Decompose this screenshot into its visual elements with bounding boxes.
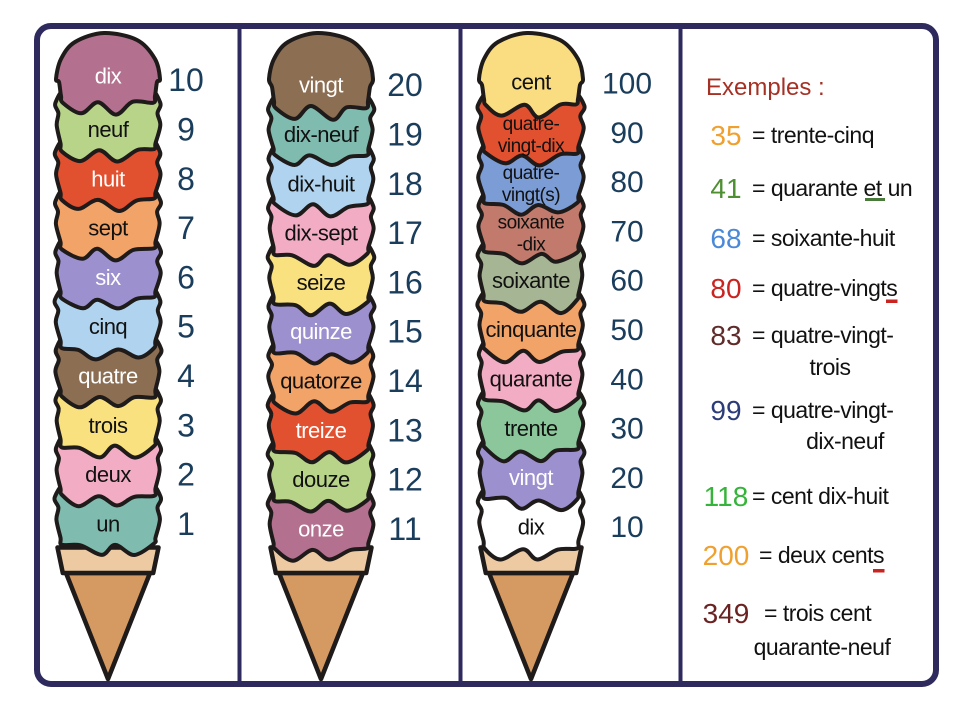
- svg-text:16: 16: [387, 264, 423, 300]
- svg-text:deux: deux: [85, 462, 131, 487]
- svg-text:100: 100: [602, 68, 652, 101]
- svg-text:dix-sept: dix-sept: [284, 221, 357, 246]
- svg-text:huit: huit: [91, 166, 125, 191]
- svg-text:vingt: vingt: [299, 73, 343, 98]
- svg-text:40: 40: [610, 363, 643, 396]
- svg-text:20: 20: [610, 462, 643, 495]
- svg-text:sept: sept: [88, 216, 128, 241]
- svg-text:cinquante: cinquante: [486, 317, 577, 342]
- svg-text:50: 50: [610, 314, 643, 347]
- svg-text:vingt-dix: vingt-dix: [498, 136, 565, 157]
- svg-text:= trente-cinq: = trente-cinq: [752, 122, 874, 148]
- svg-text:4: 4: [177, 358, 195, 394]
- svg-text:14: 14: [387, 363, 423, 399]
- svg-text:treize: treize: [296, 418, 347, 443]
- svg-text:= quatre-vingt-: = quatre-vingt-: [752, 322, 893, 348]
- svg-text:5: 5: [177, 309, 195, 345]
- svg-text:3: 3: [177, 407, 195, 443]
- svg-text:quatre-: quatre-: [503, 114, 560, 135]
- svg-text:90: 90: [610, 117, 643, 150]
- svg-text:vingt: vingt: [509, 465, 553, 490]
- svg-text:onze: onze: [298, 516, 344, 541]
- svg-text:= quarante et un: = quarante et un: [752, 175, 912, 201]
- svg-text:10: 10: [168, 62, 204, 98]
- svg-text:dix-huit: dix-huit: [288, 171, 355, 196]
- svg-text:68: 68: [710, 223, 741, 254]
- svg-text:99: 99: [710, 395, 741, 426]
- svg-text:cent: cent: [511, 70, 551, 95]
- svg-text:trente: trente: [504, 416, 558, 441]
- svg-text:200: 200: [703, 540, 750, 571]
- svg-text:cinq: cinq: [89, 314, 127, 339]
- svg-text:18: 18: [387, 166, 423, 202]
- svg-text:7: 7: [177, 210, 195, 246]
- svg-text:15: 15: [387, 314, 423, 350]
- svg-text:10: 10: [610, 511, 643, 544]
- svg-text:vingt(s): vingt(s): [502, 185, 560, 206]
- svg-text:six: six: [95, 265, 121, 290]
- svg-text:quarante-neuf: quarante-neuf: [754, 634, 892, 660]
- svg-text:-dix: -dix: [517, 235, 547, 256]
- svg-text:dix: dix: [95, 64, 122, 89]
- svg-text:douze: douze: [292, 467, 350, 492]
- svg-text:dix: dix: [518, 514, 545, 539]
- svg-text:60: 60: [610, 265, 643, 298]
- svg-text:30: 30: [610, 413, 643, 446]
- svg-text:1: 1: [177, 506, 195, 542]
- svg-text:8: 8: [177, 161, 195, 197]
- svg-text:un: un: [96, 511, 119, 536]
- svg-text:seize: seize: [297, 270, 346, 295]
- svg-text:= deux cents: = deux cents: [759, 542, 884, 568]
- svg-text:80: 80: [610, 166, 643, 199]
- svg-text:= quatre-vingt-: = quatre-vingt-: [752, 397, 893, 423]
- svg-text:17: 17: [387, 215, 423, 251]
- svg-text:Exemples :: Exemples :: [706, 74, 825, 101]
- svg-text:soixante: soixante: [498, 213, 565, 234]
- svg-text:trois: trois: [810, 354, 851, 380]
- svg-text:6: 6: [177, 259, 195, 295]
- svg-text:= soixante-huit: = soixante-huit: [752, 225, 896, 251]
- svg-text:9: 9: [177, 112, 195, 148]
- svg-text:= trois cent: = trois cent: [764, 600, 872, 626]
- svg-text:80: 80: [710, 273, 741, 304]
- svg-text:quatre: quatre: [78, 364, 138, 389]
- svg-text:soixante: soixante: [492, 268, 570, 293]
- svg-text:13: 13: [387, 412, 423, 448]
- svg-text:neuf: neuf: [88, 117, 130, 142]
- svg-text:dix-neuf: dix-neuf: [284, 122, 360, 147]
- svg-text:= cent dix-huit: = cent dix-huit: [752, 483, 889, 509]
- svg-text:12: 12: [387, 462, 423, 498]
- svg-text:quarante: quarante: [490, 367, 573, 392]
- svg-text:35: 35: [710, 120, 741, 151]
- svg-text:= quatre-vingts: = quatre-vingts: [752, 275, 897, 301]
- svg-text:11: 11: [388, 511, 421, 547]
- svg-text:83: 83: [710, 320, 741, 351]
- svg-text:trois: trois: [88, 413, 128, 438]
- svg-text:quatorze: quatorze: [280, 369, 362, 394]
- svg-text:19: 19: [387, 117, 423, 153]
- svg-text:quinze: quinze: [290, 319, 352, 344]
- svg-text:70: 70: [610, 215, 643, 248]
- svg-text:2: 2: [177, 457, 195, 493]
- svg-text:118: 118: [704, 481, 749, 512]
- svg-text:quatre-: quatre-: [503, 163, 560, 184]
- svg-text:20: 20: [387, 67, 423, 103]
- svg-text:41: 41: [710, 173, 741, 204]
- svg-text:dix-neuf: dix-neuf: [806, 428, 885, 454]
- svg-text:349: 349: [703, 598, 750, 629]
